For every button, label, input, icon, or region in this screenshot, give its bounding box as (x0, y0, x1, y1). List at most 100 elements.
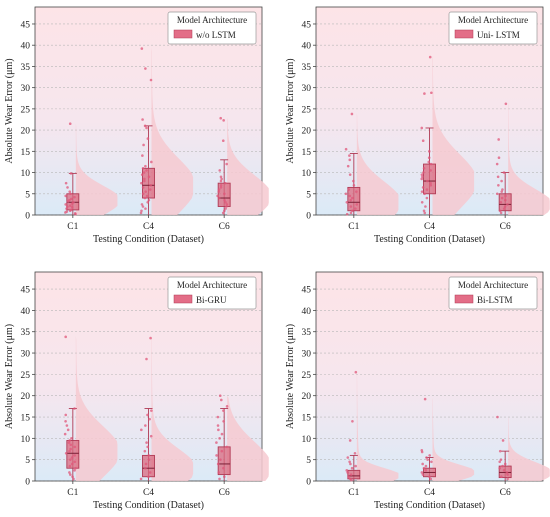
data-point (426, 458, 429, 461)
data-point (352, 179, 355, 183)
y-tick-label: 15 (302, 414, 312, 424)
chart-panel-1: 0 5 10 15 20 25 30 35 40 45 Absolute Wear Error (μ… (4, 6, 269, 245)
data-point (147, 458, 151, 461)
data-point (149, 434, 153, 438)
y-tick-label: 35 (302, 63, 312, 73)
y-tick-label: 35 (302, 328, 312, 338)
data-point (506, 473, 509, 476)
data-point (141, 186, 145, 189)
data-point (501, 439, 505, 442)
data-point (348, 154, 351, 157)
data-point (144, 462, 148, 466)
x-tick-label: C4 (143, 222, 154, 232)
data-point (142, 171, 146, 174)
data-point (349, 198, 352, 202)
data-point (147, 454, 151, 457)
data-point (353, 451, 357, 455)
y-tick-label: 0 (306, 212, 311, 222)
violin-C1 (75, 123, 118, 215)
x-tick-label: C1 (348, 222, 359, 232)
data-point (420, 190, 424, 193)
violin-C1 (356, 113, 399, 215)
data-point (345, 200, 349, 204)
violin-C6 (508, 417, 550, 481)
x-tick-label: C1 (67, 222, 78, 232)
legend-title: Model Architecture (458, 280, 528, 290)
y-tick-label: 40 (302, 42, 312, 52)
data-point (221, 139, 225, 143)
data-point (421, 175, 424, 179)
data-point (426, 179, 429, 183)
data-point (500, 196, 504, 200)
data-point (70, 456, 74, 459)
y-tick-label: 5 (306, 456, 311, 466)
data-point (146, 200, 149, 204)
data-point (73, 469, 76, 472)
data-point (424, 469, 428, 472)
data-point (68, 471, 71, 474)
data-point (225, 405, 229, 408)
data-point (143, 179, 146, 183)
data-point (217, 471, 221, 474)
data-point (220, 177, 223, 181)
data-point (349, 205, 353, 208)
data-point (500, 190, 504, 193)
violin-C4 (151, 335, 194, 481)
data-point (349, 473, 353, 476)
data-point (218, 394, 222, 397)
violin-C6 (227, 117, 269, 215)
data-point (222, 409, 225, 412)
data-point (66, 205, 69, 208)
data-point (428, 454, 431, 457)
data-point (65, 424, 69, 427)
data-point (146, 445, 149, 449)
data-point (499, 458, 503, 461)
data-point (143, 124, 147, 128)
violin-C4 (151, 47, 194, 215)
y-tick-label: 30 (21, 84, 31, 94)
data-point (224, 200, 227, 204)
y-tick-label: 0 (25, 478, 30, 488)
data-point (499, 200, 503, 204)
data-point (423, 397, 427, 401)
data-point (144, 207, 147, 210)
violin-C1 (75, 335, 118, 481)
data-point (503, 462, 507, 466)
data-point (145, 194, 149, 198)
x-tick-label: C6 (219, 222, 230, 232)
data-point (506, 203, 509, 206)
data-point (422, 171, 425, 174)
data-point (422, 209, 426, 213)
data-point (68, 449, 71, 453)
y-tick-label: 10 (302, 169, 312, 179)
y-tick-label: 0 (25, 212, 30, 222)
data-point (141, 118, 144, 121)
data-point (497, 156, 501, 159)
data-point (70, 202, 74, 205)
data-point (345, 212, 349, 216)
y-tick-label: 20 (21, 392, 31, 402)
data-point (354, 207, 357, 210)
data-point (225, 205, 228, 208)
data-point (140, 181, 143, 185)
data-point (425, 196, 429, 200)
data-point (218, 437, 221, 440)
x-tick-label: C4 (424, 222, 435, 232)
data-point (217, 428, 220, 432)
data-point (421, 462, 424, 466)
y-tick-label: 10 (302, 435, 312, 445)
data-point (143, 196, 147, 200)
data-point (222, 466, 225, 470)
data-point (348, 158, 352, 162)
y-tick-label: 20 (302, 127, 312, 137)
chart-panel-4: 0 5 10 15 20 25 30 35 40 45 Absolute Wear Error (μ… (285, 271, 550, 511)
data-point (141, 167, 145, 170)
y-tick-label: 45 (21, 286, 31, 296)
data-point (346, 164, 350, 168)
y-tick-label: 0 (306, 478, 311, 488)
data-point (69, 458, 72, 461)
data-point (216, 415, 220, 419)
data-point (498, 466, 501, 470)
data-point (420, 177, 424, 181)
data-point (498, 209, 502, 213)
